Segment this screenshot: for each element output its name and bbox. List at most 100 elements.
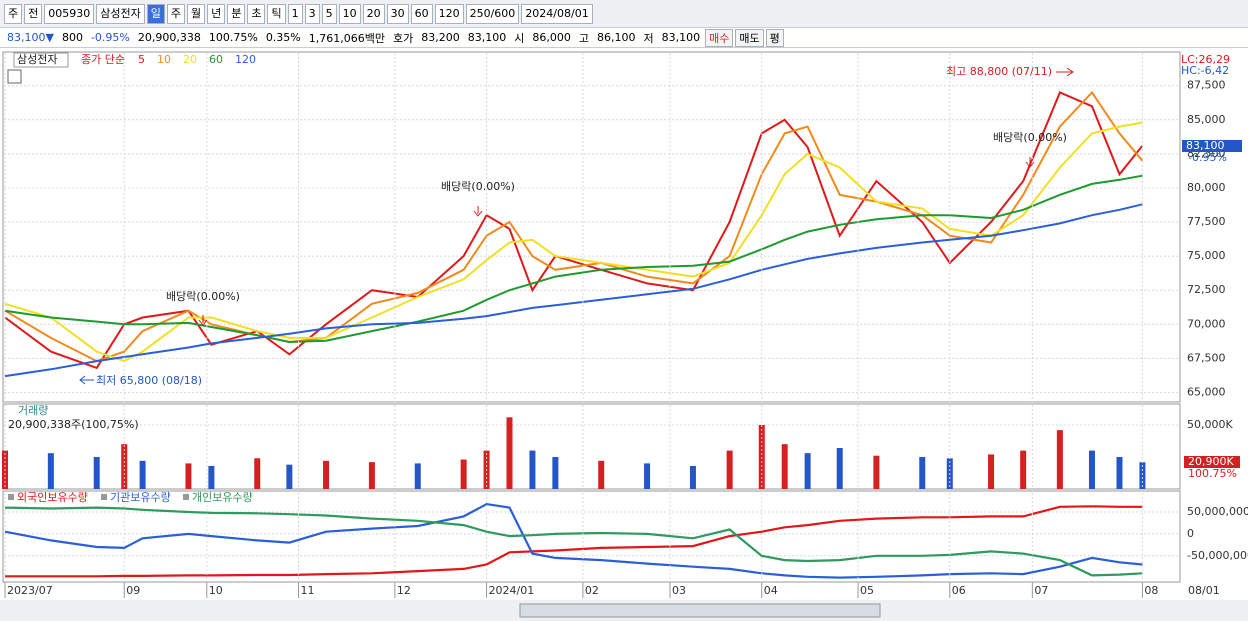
hc-label: HC:-6,42	[1181, 64, 1229, 77]
toolbar-item[interactable]: 120	[434, 3, 464, 24]
legend-prefix: 종가 단순	[81, 53, 125, 66]
volume-change: 100.75%	[1188, 467, 1237, 480]
x-tick-label: 2024/01	[489, 584, 535, 597]
toolbar-item[interactable]: 10	[338, 3, 361, 24]
volume-bar	[1088, 450, 1095, 489]
x-tick-label: 03	[672, 584, 686, 597]
volume-bar	[368, 462, 375, 489]
dividend-arrow	[1025, 157, 1035, 168]
dividend-arrow	[198, 315, 208, 326]
legend-entry: 기관보유수량	[110, 491, 171, 504]
legend-entry: 20	[183, 53, 197, 66]
volume-bar	[1139, 462, 1146, 489]
volume-frame	[2, 403, 1181, 490]
info-item[interactable]: 시	[514, 31, 525, 45]
info-item[interactable]: 매수	[705, 28, 734, 47]
toolbar-item[interactable]: 60	[410, 3, 433, 24]
toolbar-item[interactable]: 일	[146, 3, 165, 24]
info-item[interactable]: 100.75%	[208, 31, 258, 44]
y-tick-label: 80,000	[1187, 181, 1226, 194]
y-tick-label: -50,000,000	[1187, 549, 1248, 562]
series-line	[4, 203, 1143, 378]
y-tick-label: 75,000	[1187, 249, 1226, 262]
toolbar-item[interactable]: 3	[304, 3, 320, 24]
info-item[interactable]: 83,200	[421, 31, 460, 44]
toolbar-item[interactable]: 월	[186, 3, 206, 24]
volume-bar	[758, 424, 765, 489]
y-tick-label: 77,500	[1187, 215, 1226, 228]
x-tick-label: 12	[397, 584, 411, 597]
volume-bar	[47, 453, 54, 489]
legend-entry: 5	[138, 53, 145, 66]
info-item[interactable]: 매도	[735, 28, 764, 47]
toolbar-item[interactable]: 20	[362, 3, 385, 24]
current-price: 83,100	[1186, 139, 1225, 152]
series-line	[4, 174, 1143, 344]
toolbar-item[interactable]: 30	[386, 3, 409, 24]
volume-bar	[836, 448, 843, 489]
info-item[interactable]: 평	[765, 28, 784, 47]
current-change: -0.95%	[1188, 151, 1227, 164]
series-line	[5, 505, 1143, 578]
info-bar: 83,100▼ 800 -0.95% 20,900,338 100.75% 0.35% 1,…	[0, 28, 1248, 48]
toolbar-item[interactable]: 초	[247, 3, 266, 24]
info-item[interactable]: 83,100	[661, 31, 701, 44]
y-tick-label: 65,000	[1187, 385, 1226, 398]
toolbar-item[interactable]: 주	[4, 3, 23, 24]
info-item[interactable]: 0.35%	[265, 31, 301, 44]
legend-swatch	[101, 494, 107, 500]
volume-bar	[1020, 450, 1027, 489]
toolbar-item[interactable]: 전	[24, 3, 43, 24]
info-item[interactable]: 고	[578, 31, 589, 45]
series-line	[4, 502, 1143, 579]
volume-bar	[873, 455, 880, 489]
info-item[interactable]: 86,000	[532, 31, 571, 44]
volume-bar	[781, 444, 788, 489]
info-item[interactable]: 호가	[393, 31, 414, 45]
volume-bar	[139, 460, 146, 489]
price-frame	[2, 51, 1181, 403]
info-item[interactable]: 1,761,066백만	[308, 31, 385, 45]
volume-bar	[286, 464, 293, 489]
toolbar-item[interactable]: 005930	[44, 3, 95, 24]
date-label: 08/01	[1188, 584, 1220, 597]
toolbar-item[interactable]: 5	[321, 3, 337, 24]
scroll-thumb[interactable]	[519, 603, 881, 618]
info-item[interactable]: 86,100	[597, 31, 636, 44]
annotation: 배당락(0.00%)	[993, 131, 1067, 144]
legend-entry: 외국인보유수량	[17, 491, 88, 504]
toolbar-item[interactable]: 틱	[267, 3, 286, 24]
stock-label: 삼성전자	[17, 53, 57, 66]
x-tick-label: 02	[585, 584, 599, 597]
toolbar: 주 전 005930 삼성전자 일 주 월 년 분 초 틱 1 3 5 10 20 30 60 120 250/600…	[0, 0, 1248, 28]
toolbar-item[interactable]: 주	[166, 3, 185, 24]
toolbar-item[interactable]: 년	[207, 3, 226, 24]
toolbar-item[interactable]: 1	[287, 3, 303, 24]
volume-subtitle: 20,900,338주(100,75%)	[8, 418, 139, 431]
y-tick-label: 87,500	[1187, 79, 1226, 92]
toolbar-item[interactable]: 2024/08/01	[521, 3, 593, 24]
info-item[interactable]: 저	[643, 31, 654, 45]
legend-swatch	[8, 494, 14, 500]
x-tick-label: 08	[1144, 584, 1158, 597]
info-item[interactable]: 83,100	[467, 31, 507, 44]
annotation: 최고 88,800 (07/11)	[946, 65, 1052, 78]
y-tick-label: 50,000K	[1187, 418, 1233, 431]
info-item[interactable]: -0.95%	[90, 31, 130, 44]
table-icon[interactable]	[7, 69, 22, 84]
info-item[interactable]: 800	[61, 31, 83, 44]
holdings-frame	[2, 490, 1181, 583]
toolbar-item[interactable]: 분	[227, 3, 246, 24]
volume-bar	[208, 465, 215, 489]
info-item[interactable]: 83,100▼	[7, 31, 54, 44]
high-arrow	[1056, 67, 1074, 77]
info-item[interactable]: 20,900,338	[137, 31, 201, 44]
x-tick-label: 06	[952, 584, 966, 597]
y-tick-label: 70,000	[1187, 317, 1226, 330]
x-tick-label: 2023/07	[7, 584, 53, 597]
toolbar-item[interactable]: 250/600	[465, 3, 520, 24]
volume-bar	[93, 456, 100, 489]
toolbar-item[interactable]: 삼성전자	[96, 3, 145, 24]
